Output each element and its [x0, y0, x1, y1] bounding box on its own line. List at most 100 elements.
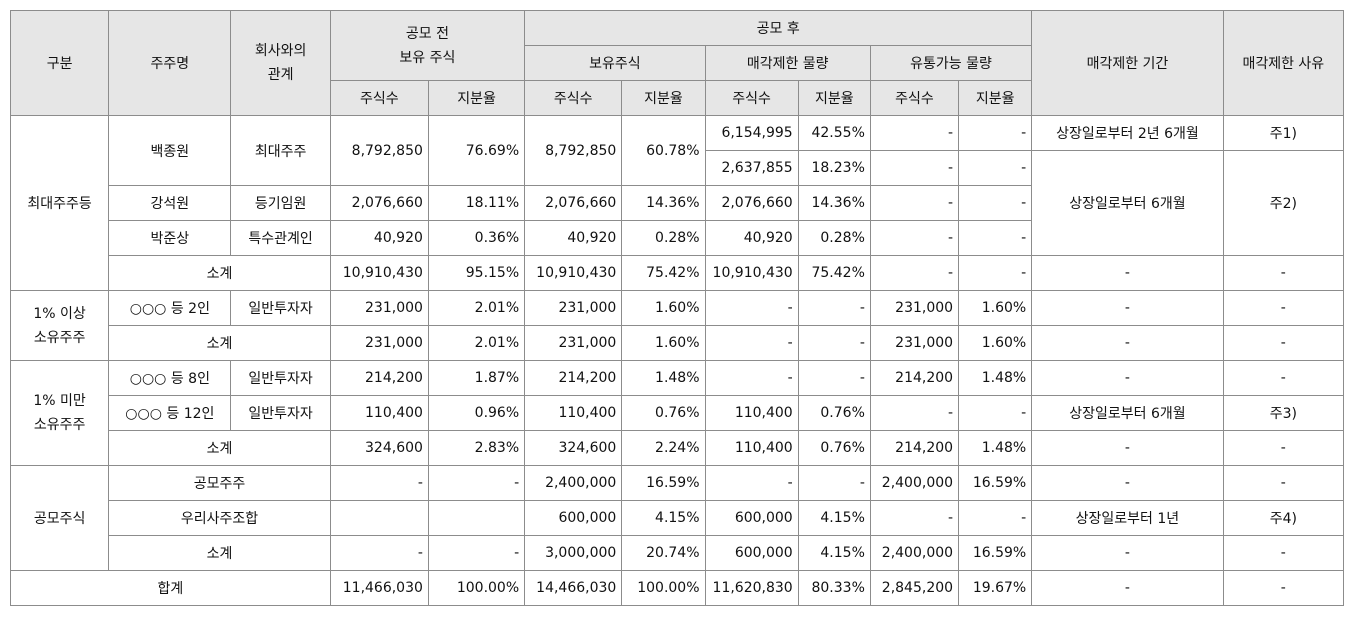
before-ratio: 1.87%: [427, 360, 526, 396]
restricted-shares: 6,154,995: [704, 115, 799, 151]
restricted-ratio: 42.55%: [797, 115, 871, 151]
tradable-ratio: -: [958, 395, 1033, 431]
restriction-reason: -: [1222, 360, 1345, 396]
restricted-shares: -: [704, 325, 799, 361]
table-row: 1% 이상 소유주주 ○○○ 등 2인 일반투자자 231,000 2.01% 2…: [9, 290, 1345, 361]
before-ratio: 76.69%: [427, 115, 526, 186]
header-held: 보유주식: [524, 45, 706, 81]
restricted-ratio: -: [797, 465, 871, 501]
before-ratio: -: [427, 535, 526, 571]
holder-name: ○○○ 등 2인: [108, 290, 232, 326]
restriction-reason: 주4): [1222, 500, 1345, 536]
before-ratio: 0.96%: [427, 395, 526, 431]
before-shares: 8,792,850: [329, 115, 429, 186]
restriction-reason: -: [1222, 465, 1345, 501]
table-row: 2,637,855 18.23% - - 상장일로부터 6개월 주2): [11, 150, 1345, 256]
held-ratio: 0.76%: [621, 395, 706, 431]
before-ratio: 100.00%: [427, 570, 526, 606]
tradable-ratio: -: [958, 115, 1033, 151]
table-row: 강석원 등기임원 2,076,660 18.11% 2,076,660 14.3…: [11, 185, 1344, 221]
before-ratio: [427, 500, 526, 536]
restriction-period: -: [1031, 360, 1224, 396]
restriction-reason: 주1): [1222, 115, 1345, 151]
before-ratio: 2.83%: [427, 430, 526, 466]
holder-name: 공모주주: [108, 465, 331, 501]
total-label: 합계: [10, 570, 331, 606]
header-holder: 주주명: [108, 10, 232, 116]
holder-relation: 일반투자자: [230, 290, 331, 326]
restriction-reason: -: [1222, 290, 1345, 326]
restricted-shares: 40,920: [704, 220, 799, 256]
holder-relation: 특수관계인: [230, 220, 331, 256]
restriction-period: -: [1031, 255, 1224, 291]
held-shares: 8,792,850: [524, 115, 623, 186]
table-row: 1% 미만 소유주주 ○○○ 등 8인 일반투자자 214,200 1.87% 2…: [9, 360, 1345, 466]
restriction-period: -: [1031, 465, 1224, 501]
holder-name: 강석원: [108, 185, 232, 221]
header-period: 매각제한 기간: [1031, 10, 1224, 116]
restricted-shares: -: [704, 290, 799, 326]
before-shares: 231,000: [329, 325, 429, 361]
held-shares: 231,000: [524, 325, 623, 361]
holder-relation: 일반투자자: [230, 360, 331, 396]
tradable-shares: -: [869, 185, 960, 221]
header-ratio: 지분율: [427, 80, 526, 116]
restriction-period: -: [1031, 290, 1224, 326]
restricted-ratio: 4.15%: [797, 535, 871, 571]
header-reason: 매각제한 사유: [1222, 10, 1345, 116]
restricted-ratio: -: [797, 290, 871, 326]
held-ratio: 1.60%: [621, 290, 706, 326]
header-before: 공모 전 보유 주식: [329, 10, 526, 81]
table-row: ○○○ 등 12인 일반투자자 110,400 0.96% 110,400 0.…: [11, 395, 1345, 431]
restricted-ratio: 14.36%: [797, 185, 871, 221]
tradable-shares: -: [869, 150, 960, 186]
subtotal-label: 소계: [108, 255, 331, 291]
tradable-ratio: 16.59%: [958, 535, 1033, 571]
tradable-ratio: 1.60%: [958, 290, 1033, 326]
held-ratio: 1.48%: [621, 360, 706, 396]
before-shares: 10,910,430: [329, 255, 429, 291]
before-shares: 2,076,660: [329, 185, 429, 221]
held-ratio: 60.78%: [621, 115, 706, 186]
tradable-shares: 231,000: [869, 325, 960, 361]
header-shares: 주식수: [524, 80, 623, 116]
table-row: 박준상 특수관계인 40,920 0.36% 40,920 0.28% 40,9…: [11, 220, 1344, 256]
total-row: 합계 11,466,030 100.00% 14,466,030 100.00%…: [10, 570, 1345, 606]
restriction-reason: -: [1222, 570, 1345, 606]
restricted-ratio: -: [797, 360, 871, 396]
restricted-ratio: 0.28%: [797, 220, 871, 256]
restricted-ratio: 75.42%: [797, 255, 871, 291]
holder-name: 박준상: [108, 220, 232, 256]
before-ratio: 2.01%: [427, 325, 526, 361]
tradable-shares: 214,200: [869, 430, 960, 466]
restricted-shares: 110,400: [704, 395, 799, 431]
tradable-ratio: -: [958, 255, 1033, 291]
restriction-period: 상장일로부터 6개월: [1031, 150, 1224, 256]
before-shares: 40,920: [329, 220, 429, 256]
restricted-shares: -: [704, 360, 799, 396]
held-ratio: 2.24%: [621, 430, 706, 466]
subtotal-label: 소계: [108, 535, 331, 571]
restriction-period: -: [1031, 325, 1224, 361]
restricted-ratio: 4.15%: [797, 500, 871, 536]
header-shares: 주식수: [704, 80, 799, 116]
header-ratio: 지분율: [797, 80, 871, 116]
tradable-ratio: 19.67%: [958, 570, 1033, 606]
held-shares: 110,400: [524, 395, 623, 431]
restriction-period: 상장일로부터 1년: [1031, 500, 1224, 536]
tradable-ratio: -: [958, 220, 1033, 256]
tradable-ratio: 1.60%: [958, 325, 1033, 361]
group-label: 1% 미만 소유주주: [9, 360, 110, 466]
restriction-period: -: [1031, 535, 1224, 571]
before-shares: 231,000: [329, 290, 429, 326]
header-relation: 회사와의 관계: [230, 10, 331, 116]
restriction-period: 상장일로부터 2년 6개월: [1031, 115, 1224, 151]
tradable-ratio: -: [958, 150, 1033, 186]
group-label: 1% 이상 소유주주: [9, 290, 110, 361]
tradable-shares: 2,400,000: [869, 465, 960, 501]
tradable-ratio: -: [958, 500, 1033, 536]
held-ratio: 100.00%: [621, 570, 706, 606]
holder-relation: 등기임원: [230, 185, 331, 221]
table-row: 공모주식 공모주주 - - 2,400,000 16.59% - - 2,400…: [9, 465, 1345, 571]
group-label: 최대주주등: [9, 115, 110, 291]
